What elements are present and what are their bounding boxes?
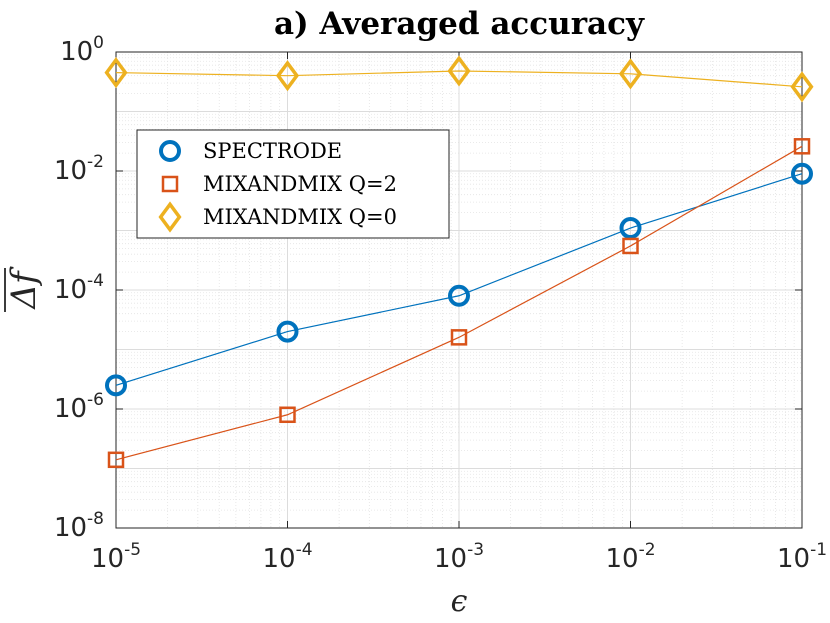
y-tick-exponent: 0 xyxy=(93,33,104,53)
data-point xyxy=(618,58,643,90)
legend-marker xyxy=(159,140,181,162)
y-tick-base: 10 xyxy=(54,156,87,186)
x-tick-exponent: -2 xyxy=(639,540,656,560)
series-line xyxy=(115,145,803,461)
legend: SPECTRODE MIXANDMIX Q=2 MIXANDMIX Q=0 xyxy=(136,129,450,239)
y-tick-label: 10-4 xyxy=(54,271,104,305)
x-tick-label: 10-5 xyxy=(91,540,141,574)
y-axis-label: Δf xyxy=(4,266,44,312)
data-point xyxy=(791,162,813,185)
x-tick-labels: 10-5 10-4 10-3 10-2 10-1 xyxy=(91,540,827,574)
data-point xyxy=(105,374,127,397)
x-tick-label: 10-2 xyxy=(605,540,655,574)
legend-item: SPECTRODE xyxy=(159,139,342,163)
x-tick-base: 10 xyxy=(91,544,124,574)
y-tick-label: 10-6 xyxy=(54,390,104,424)
y-tick-base: 10 xyxy=(54,513,87,543)
legend-box xyxy=(136,129,450,239)
y-axis-label-text: Δf xyxy=(4,266,44,311)
y-tick-base: 10 xyxy=(54,275,87,305)
x-tick-exponent: -3 xyxy=(467,540,484,560)
data-point xyxy=(279,406,296,424)
y-tick-exponent: -8 xyxy=(87,509,104,529)
data-point xyxy=(793,138,811,155)
data-point xyxy=(447,55,471,87)
x-tick-exponent: -1 xyxy=(810,540,827,560)
data-point xyxy=(275,60,300,92)
series-line xyxy=(115,173,803,386)
data-point xyxy=(622,237,639,255)
legend-marker xyxy=(161,175,179,193)
legend-label: SPECTRODE xyxy=(203,139,342,163)
x-tick-exponent: -4 xyxy=(296,540,313,560)
series-line xyxy=(115,70,803,88)
x-tick-base: 10 xyxy=(434,544,467,574)
y-tick-exponent: -4 xyxy=(87,271,104,291)
x-tick-base: 10 xyxy=(262,544,295,574)
data-point xyxy=(619,217,642,240)
y-tick-exponent: -6 xyxy=(87,390,104,410)
series-3 xyxy=(104,55,814,103)
x-tick-exponent: -5 xyxy=(124,540,141,560)
y-tick-exponent: -2 xyxy=(87,152,104,172)
data-point xyxy=(104,57,128,89)
data-point xyxy=(276,320,299,343)
y-tick-base: 10 xyxy=(54,394,87,424)
x-tick-label: 10-1 xyxy=(777,540,827,574)
x-tick-label: 10-3 xyxy=(434,540,484,574)
chart-title: a) Averaged accuracy xyxy=(274,6,645,42)
x-tick-base: 10 xyxy=(777,544,810,574)
series-layer xyxy=(104,55,814,469)
y-tick-base: 10 xyxy=(60,37,93,67)
legend-item: MIXANDMIX Q=0 xyxy=(158,201,397,233)
data-point xyxy=(448,284,470,307)
x-tick-label: 10-4 xyxy=(262,540,312,574)
y-tick-label: 100 xyxy=(60,33,104,67)
data-point xyxy=(450,329,468,346)
legend-marker xyxy=(158,201,182,233)
legend-label: MIXANDMIX Q=0 xyxy=(203,205,397,229)
legend-label: MIXANDMIX Q=2 xyxy=(203,172,397,196)
x-axis-label: ϵ xyxy=(451,584,468,619)
x-tick-base: 10 xyxy=(605,544,638,574)
series-2 xyxy=(107,138,811,469)
data-point xyxy=(790,71,814,103)
y-tick-label: 10-2 xyxy=(54,152,104,186)
series-1 xyxy=(105,162,813,397)
y-tick-label: 10-8 xyxy=(54,509,104,543)
legend-item: MIXANDMIX Q=2 xyxy=(161,172,397,196)
data-point xyxy=(107,451,125,469)
